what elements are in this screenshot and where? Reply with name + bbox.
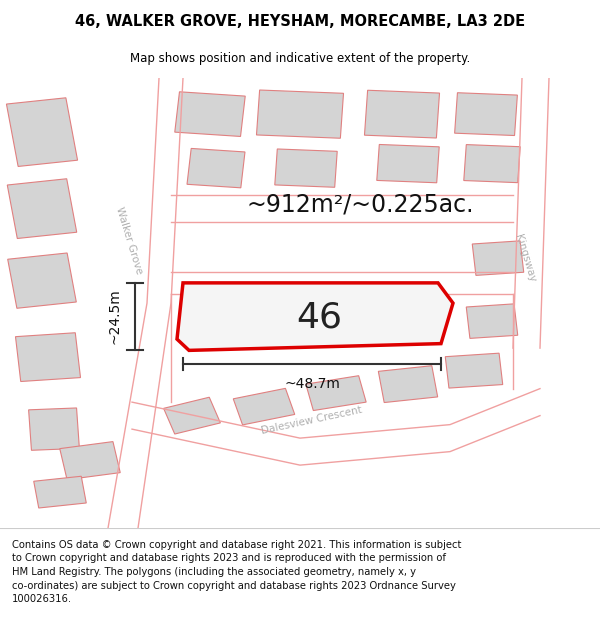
Polygon shape [168,272,510,294]
Bar [8,253,76,308]
Polygon shape [78,78,186,528]
Text: ~48.7m: ~48.7m [284,377,340,391]
Bar [233,388,295,425]
Bar [256,90,344,138]
Text: 46: 46 [296,300,343,334]
Text: ~24.5m: ~24.5m [108,289,122,344]
Text: Map shows position and indicative extent of the property.: Map shows position and indicative extent… [130,52,470,65]
Text: Dalesview Crescent: Dalesview Crescent [261,404,363,436]
Text: Contains OS data © Crown copyright and database right 2021. This information is : Contains OS data © Crown copyright and d… [12,540,461,604]
Bar [7,98,77,166]
Text: Kingsway: Kingsway [513,233,537,283]
Polygon shape [168,195,510,222]
Text: ~912m²/~0.225ac.: ~912m²/~0.225ac. [246,192,474,216]
Bar [445,353,503,388]
Text: Walker Grove: Walker Grove [114,205,144,275]
Bar [364,90,440,138]
Bar [29,408,79,450]
Bar [34,476,86,508]
Bar [472,241,524,276]
Bar [455,92,517,136]
Bar [466,304,518,338]
Bar [7,179,77,239]
Text: 46, WALKER GROVE, HEYSHAM, MORECAMBE, LA3 2DE: 46, WALKER GROVE, HEYSHAM, MORECAMBE, LA… [75,14,525,29]
Bar [275,149,337,188]
Polygon shape [507,78,582,348]
Bar [379,366,437,403]
Bar [60,442,120,479]
Bar [464,144,520,182]
Bar [16,332,80,381]
Polygon shape [177,283,453,351]
Polygon shape [132,389,540,465]
Bar [377,144,439,182]
Bar [306,376,366,411]
Bar [164,398,220,434]
Bar [187,148,245,188]
Bar [175,92,245,136]
